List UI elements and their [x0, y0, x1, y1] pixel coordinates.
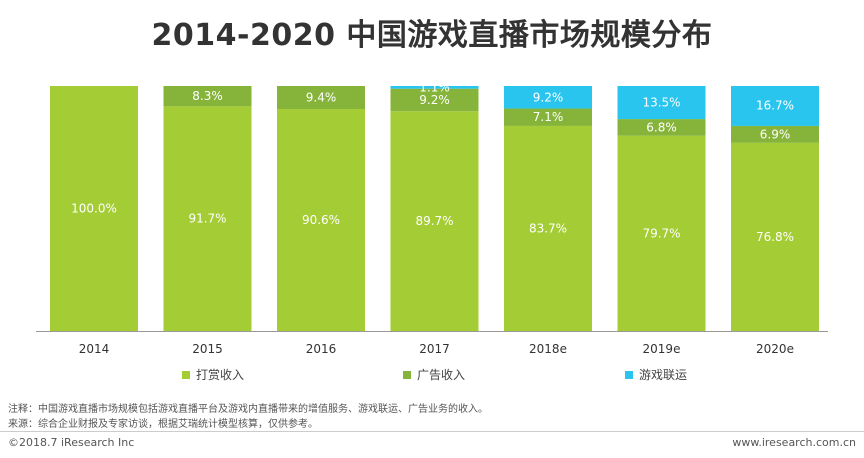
bar-label-ads-2017: 9.2%	[419, 93, 450, 107]
bar-label-reward-2015: 91.7%	[188, 212, 226, 226]
legend-swatch-joint-ops	[625, 370, 633, 379]
bar-label-joint-ops-2018e: 9.2%	[533, 90, 564, 104]
x-tick-2014: 2014	[79, 342, 110, 356]
legend-swatch-ads	[403, 370, 411, 379]
legend-item-reward: 打赏收入	[182, 366, 244, 383]
bar-reward-2018e	[504, 125, 592, 331]
footer-copyright: ©2018.7 iResearch Inc	[8, 436, 135, 449]
note-text: 注释：中国游戏直播市场规模包括游戏直播平台及游戏内直播带来的增值服务、游戏联运、…	[8, 404, 488, 415]
x-tick-2019e: 2019e	[643, 342, 681, 356]
bar-reward-2016	[277, 109, 365, 331]
x-tick-2015: 2015	[192, 342, 223, 356]
bar-label-reward-2014: 100.0%	[71, 202, 117, 216]
bar-ads-2020e	[731, 125, 819, 143]
bar-label-joint-ops-2017: 1.1%	[419, 80, 450, 94]
footer-website: www.iresearch.com.cn	[732, 436, 856, 449]
legend-item-joint-ops: 游戏联运	[625, 366, 687, 383]
bar-joint-ops-2019e	[617, 86, 706, 120]
bar-ads-2017	[390, 88, 479, 112]
bar-reward-2017	[390, 111, 479, 331]
bar-reward-2020e	[731, 142, 819, 331]
bar-label-ads-2018e: 7.1%	[533, 110, 564, 124]
x-tick-2016: 2016	[306, 342, 337, 356]
bar-label-joint-ops-2020e: 16.7%	[756, 98, 794, 112]
bar-label-reward-2017: 89.7%	[415, 214, 453, 228]
legend-label-ads: 广告收入	[417, 368, 466, 382]
source-text: 来源：综合企业财报及专家访谈，根据艾瑞统计模型核算，仅供参考。	[8, 419, 318, 430]
chart-title: 2014-2020 中国游戏直播市场规模分布	[151, 18, 713, 53]
bar-ads-2019e	[617, 119, 706, 136]
bar-label-joint-ops-2019e: 13.5%	[642, 96, 680, 110]
bar-label-ads-2016: 9.4%	[306, 91, 337, 105]
bar-joint-ops-2017	[390, 86, 479, 89]
bar-joint-ops-2018e	[504, 86, 592, 109]
bar-ads-2015	[163, 86, 252, 107]
bar-reward-2014	[50, 86, 138, 331]
legend-swatch-reward	[182, 370, 190, 379]
bar-label-ads-2020e: 6.9%	[760, 127, 791, 141]
x-tick-2017: 2017	[419, 342, 450, 356]
stacked-bar-chart: 100.0% 2014 91.7% 8.3% 2015 90.6% 9.4% 2016 89.7…	[36, 80, 828, 356]
bar-joint-ops-2020e	[731, 86, 819, 126]
bar-reward-2019e	[617, 135, 706, 331]
bar-label-reward-2019e: 79.7%	[642, 226, 680, 240]
bar-label-reward-2016: 90.6%	[302, 213, 340, 227]
bar-label-ads-2015: 8.3%	[192, 89, 223, 103]
legend-item-ads: 广告收入	[403, 366, 465, 383]
bar-ads-2016	[277, 86, 365, 110]
bar-label-reward-2020e: 76.8%	[756, 230, 794, 244]
bar-ads-2018e	[504, 108, 592, 126]
x-tick-2020e: 2020e	[756, 342, 794, 356]
footer-divider	[0, 431, 864, 432]
x-tick-2018e: 2018e	[529, 342, 567, 356]
bar-label-reward-2018e: 83.7%	[529, 221, 567, 235]
bar-reward-2015	[163, 106, 252, 332]
legend-label-reward: 打赏收入	[196, 368, 245, 382]
legend-label-joint-ops: 游戏联运	[639, 368, 688, 382]
bar-label-ads-2019e: 6.8%	[646, 120, 677, 134]
